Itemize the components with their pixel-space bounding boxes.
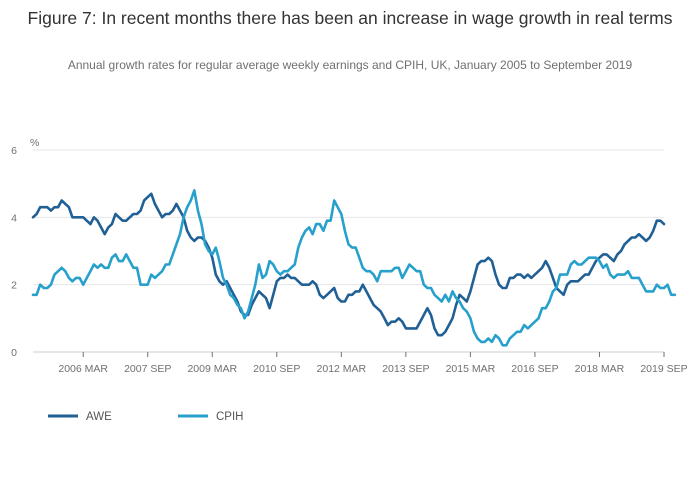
series-line-cpih bbox=[31, 189, 677, 347]
legend: AWE CPIH bbox=[48, 411, 243, 423]
y-tick-label: 4 bbox=[11, 212, 17, 224]
x-axis: 2006 MAR 2007 SEP 2009 MAR 2010 SEP 2012 MAR… bbox=[58, 352, 688, 375]
y-axis-label: % bbox=[30, 137, 39, 149]
x-tick-label: 2015 MAR bbox=[446, 363, 496, 375]
gridlines bbox=[33, 149, 664, 353]
y-tick-label: 0 bbox=[11, 347, 17, 359]
chart-title: Figure 7: In recent months there has bee… bbox=[27, 8, 673, 28]
x-tick-label: 2016 SEP bbox=[511, 363, 558, 375]
x-tick-label: 2018 MAR bbox=[575, 363, 625, 375]
y-tick-label: 6 bbox=[11, 145, 17, 157]
x-tick-label: 2007 SEP bbox=[124, 363, 171, 375]
x-tick-label: 2009 MAR bbox=[187, 363, 237, 375]
series-lines bbox=[31, 189, 677, 347]
legend-label-cpih: CPIH bbox=[216, 411, 243, 423]
x-tick-label: 2010 SEP bbox=[253, 363, 300, 375]
series-line-awe bbox=[31, 192, 666, 337]
y-axis: 0 2 4 6% bbox=[11, 137, 39, 359]
x-tick-label: 2012 MAR bbox=[317, 363, 367, 375]
chart-subtitle: Annual growth rates for regular average … bbox=[67, 58, 633, 72]
x-tick-label: 2006 MAR bbox=[58, 363, 108, 375]
x-tick-label: 2019 SEP bbox=[640, 363, 687, 375]
legend-label-awe: AWE bbox=[86, 411, 112, 423]
y-tick-label: 2 bbox=[11, 280, 17, 292]
x-tick-label: 2013 SEP bbox=[382, 363, 429, 375]
